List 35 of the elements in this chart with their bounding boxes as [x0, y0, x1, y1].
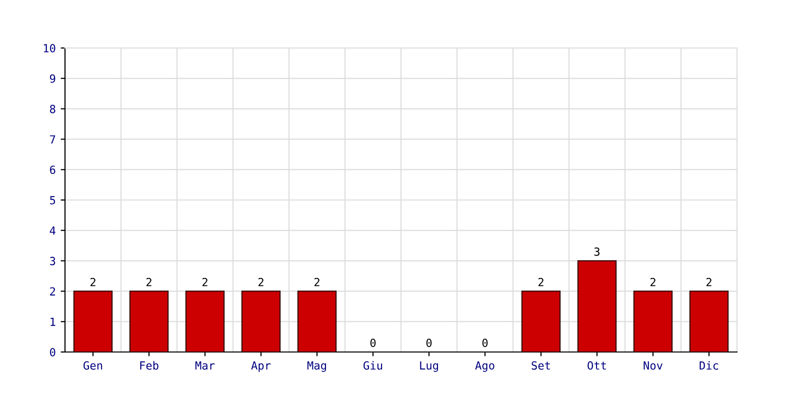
x-tick-label: Mar	[195, 361, 215, 370]
x-tick-label: Ago	[475, 361, 494, 372]
data-label: 2	[90, 278, 96, 286]
x-tick-label: Gen	[84, 361, 102, 370]
x-tick-label: Mag	[307, 361, 326, 372]
data-label: 2	[146, 278, 152, 286]
x-tick-label: Feb	[140, 361, 158, 370]
data-label: 3	[594, 247, 600, 256]
y-tick-label: 5	[50, 196, 56, 204]
y-tick-label: 6	[50, 166, 56, 174]
y-tick-label: 3	[50, 256, 56, 266]
data-label: 2	[258, 278, 264, 286]
data-label: 2	[202, 278, 208, 286]
y-tick-label: 9	[50, 74, 56, 83]
y-tick-label: 10	[44, 44, 56, 52]
x-tick-label: Ott	[588, 361, 606, 370]
data-label: 0	[370, 338, 376, 348]
y-tick-label: 4	[50, 226, 56, 235]
data-label: 2	[650, 278, 656, 286]
data-label: 2	[538, 278, 544, 286]
x-tick-label: Nov	[644, 361, 662, 370]
y-tick-label: 1	[50, 318, 56, 326]
data-label: 2	[314, 278, 320, 286]
y-tick-label: 8	[50, 104, 56, 114]
data-label: 0	[426, 338, 432, 348]
x-tick-label: Apr	[251, 361, 271, 372]
x-tick-label: Set	[532, 361, 550, 370]
x-tick-label: Dic	[700, 361, 718, 370]
y-tick-label: 7	[50, 135, 56, 144]
data-label: 0	[482, 338, 488, 348]
x-tick-label: Giu	[364, 361, 382, 370]
data-label: 2	[706, 278, 712, 286]
y-tick-label: 0	[50, 348, 56, 356]
x-tick-label: Lug	[420, 361, 438, 372]
y-tick-label: 2	[50, 287, 56, 296]
